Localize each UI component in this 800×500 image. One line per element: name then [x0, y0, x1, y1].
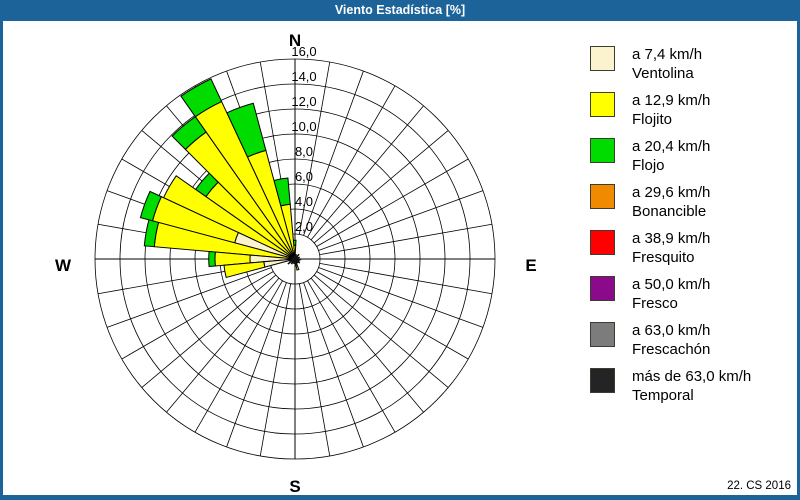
- legend-label: a 50,0 km/h Fresco: [632, 275, 710, 313]
- legend-color-swatch: [590, 368, 615, 393]
- legend-speed: a 38,9 km/h: [632, 230, 711, 247]
- legend-category-name: Frescachón: [632, 341, 711, 358]
- legend-item: a 63,0 km/h Frescachón: [590, 322, 790, 358]
- svg-text:16,0: 16,0: [291, 44, 316, 59]
- legend-category-name: Bonancible: [632, 203, 707, 220]
- svg-text:4,0: 4,0: [295, 194, 313, 209]
- svg-text:E: E: [525, 256, 536, 275]
- legend-label: a 63,0 km/h Frescachón: [632, 321, 710, 359]
- legend-color-swatch: [590, 46, 615, 71]
- svg-text:8,0: 8,0: [295, 144, 313, 159]
- wind-rose-chart: 2,0 4,0 6,0 8,0 10,0 12,0 14,0 16,0N S W E: [55, 31, 537, 495]
- window-title: Viento Estadística [%]: [0, 0, 800, 21]
- legend-item: a 12,9 km/h Flojito: [590, 92, 790, 128]
- legend-label: a 38,9 km/h Fresquito: [632, 229, 710, 267]
- legend-color-swatch: [590, 276, 615, 301]
- legend-category-name: Ventolina: [632, 65, 694, 82]
- svg-text:S: S: [289, 477, 300, 495]
- svg-text:12,0: 12,0: [291, 94, 316, 109]
- svg-text:2,0: 2,0: [295, 219, 313, 234]
- legend-category-name: Fresquito: [632, 249, 695, 266]
- legend-label: a 12,9 km/h Flojito: [632, 91, 710, 129]
- legend-speed: a 12,9 km/h: [632, 92, 711, 109]
- legend-category-name: Fresco: [632, 295, 678, 312]
- legend-item: a 7,4 km/h Ventolina: [590, 46, 790, 82]
- legend-color-swatch: [590, 138, 615, 163]
- chart-area: 2,0 4,0 6,0 8,0 10,0 12,0 14,0 16,0 N S W E a 7,4 k…: [3, 21, 797, 495]
- legend-speed: a 20,4 km/h: [632, 138, 711, 155]
- legend-item: a 38,9 km/h Fresquito: [590, 230, 790, 266]
- footer-credit: 22. CS 2016: [727, 480, 791, 492]
- legend-label: a 20,4 km/h Flojo: [632, 137, 710, 175]
- svg-text:W: W: [55, 256, 72, 275]
- legend-speed: a 29,6 km/h: [632, 184, 711, 201]
- legend-item: a 50,0 km/h Fresco: [590, 276, 790, 312]
- legend-item: más de 63,0 km/h Temporal: [590, 368, 790, 404]
- legend-speed: más de 63,0 km/h: [632, 368, 752, 385]
- legend-category-name: Flojo: [632, 157, 665, 174]
- svg-text:6,0: 6,0: [295, 169, 313, 184]
- legend-item: a 20,4 km/h Flojo: [590, 138, 790, 174]
- legend-speed: a 7,4 km/h: [632, 46, 703, 63]
- svg-text:14,0: 14,0: [291, 69, 316, 84]
- legend-speed: a 50,0 km/h: [632, 276, 711, 293]
- legend-color-swatch: [590, 184, 615, 209]
- legend-label: más de 63,0 km/h Temporal: [632, 367, 751, 405]
- legend-category-name: Temporal: [632, 387, 694, 404]
- legend-category-name: Flojito: [632, 111, 673, 128]
- legend-color-swatch: [590, 230, 615, 255]
- legend-color-swatch: [590, 92, 615, 117]
- svg-text:10,0: 10,0: [291, 119, 316, 134]
- legend-item: a 29,6 km/h Bonancible: [590, 184, 790, 220]
- legend-label: a 7,4 km/h Ventolina: [632, 45, 702, 83]
- legend-color-swatch: [590, 322, 615, 347]
- legend: a 7,4 km/h Ventolina a 12,9 km/h Flojito…: [590, 46, 790, 414]
- legend-speed: a 63,0 km/h: [632, 322, 711, 339]
- legend-label: a 29,6 km/h Bonancible: [632, 183, 710, 221]
- svg-text:N: N: [289, 31, 301, 50]
